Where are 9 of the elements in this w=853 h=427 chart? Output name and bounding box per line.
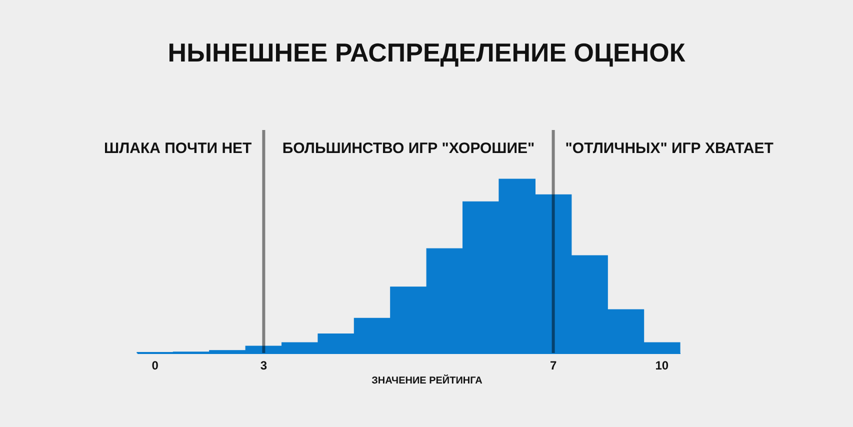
x-tick-label: 3 (260, 358, 268, 372)
x-tick-label: 7 (550, 358, 557, 372)
text: БОЛЬШИНСТВО ИГР "ХОРОШИЕ" (282, 140, 535, 157)
text: ШЛАКА ПОЧТИ НЕТ (104, 140, 252, 157)
chart-title: НЫНЕШНЕЕ РАСПРЕДЕЛЕНИЕ ОЦЕНОК (168, 38, 686, 68)
text: "ОТЛИЧНЫХ" ИГР ХВАТАЕТ (565, 140, 774, 157)
x-axis-title: ЗНАЧЕНИЕ РЕЙТИНГА (372, 374, 482, 386)
x-tick-label: 0 (152, 358, 159, 372)
x-tick-label: 10 (655, 358, 669, 372)
